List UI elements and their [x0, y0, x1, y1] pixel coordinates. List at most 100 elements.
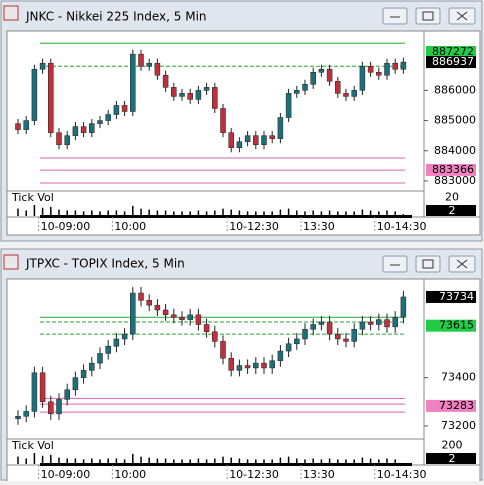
candle-body	[351, 329, 357, 342]
candle-body	[212, 87, 218, 109]
candle-body	[302, 84, 308, 91]
candle-body	[31, 68, 38, 121]
candle-body	[392, 62, 398, 70]
y-tick-label: 886000	[434, 83, 476, 96]
candle-body	[326, 321, 333, 335]
candle-body	[48, 62, 54, 133]
candle-body	[310, 72, 316, 85]
price-label: 887272	[432, 45, 474, 58]
candle-body	[154, 62, 161, 76]
candle-body	[113, 105, 120, 115]
candle-body	[105, 345, 111, 354]
candle-body	[89, 362, 95, 371]
button-glyphs	[390, 11, 468, 21]
candle-body	[179, 93, 185, 97]
y-tick-label: 73200	[441, 419, 476, 432]
candle-body	[400, 61, 407, 70]
candle-body	[162, 309, 169, 316]
x-tick-label: 10:00	[114, 220, 146, 233]
volume-last-box	[426, 453, 476, 464]
candle-body	[146, 300, 152, 306]
candle-body	[105, 114, 111, 121]
candle-body	[285, 343, 292, 352]
button-glyphs	[390, 259, 468, 269]
y-tick-label: 885000	[434, 114, 476, 127]
candle-body	[244, 365, 251, 369]
x-tick-label: 10-09:00	[41, 220, 91, 233]
volume-last-label: 2	[449, 452, 456, 465]
window-icon	[3, 5, 19, 21]
candle-body	[138, 53, 144, 67]
candle-body	[97, 353, 103, 364]
volume-baseline	[40, 215, 412, 218]
candle-body	[277, 117, 284, 139]
volume-tick-label: 20	[445, 191, 459, 204]
candle-body	[335, 333, 341, 340]
volume-baseline	[40, 463, 412, 466]
candle-body	[56, 132, 62, 145]
maximize-button[interactable]	[415, 255, 441, 273]
candle-body	[15, 123, 21, 130]
candle-body	[121, 333, 128, 340]
candle-body	[261, 362, 267, 369]
candle-body	[154, 304, 161, 311]
x-tick-label: 10-12:30	[229, 220, 279, 233]
x-tick-label: 13:30	[303, 220, 335, 233]
candle-body	[64, 135, 70, 145]
window-title: JNKC - Nikkei 225 Index, 5 Min	[25, 10, 207, 24]
candle-body	[318, 68, 325, 73]
candle-body	[113, 338, 120, 347]
candle-body	[359, 321, 366, 330]
candle-body	[80, 370, 87, 378]
candle-body	[138, 292, 144, 301]
chart-window: JTPXC - TOPIX Index, 5 Min 73200 73400 10-…	[0, 248, 483, 484]
candle-body	[31, 372, 38, 412]
candle-body	[318, 321, 325, 325]
maximize-button[interactable]	[415, 7, 441, 25]
candle-body	[269, 135, 275, 139]
candle-body	[343, 338, 349, 342]
candle-body	[326, 68, 333, 82]
x-tick-label: 10-14:30	[377, 220, 427, 233]
candle-body	[244, 135, 251, 142]
minimize-button[interactable]	[382, 255, 408, 273]
candle-body	[56, 399, 62, 415]
volume-label: Tick Vol	[11, 191, 54, 204]
candle-body	[187, 314, 193, 320]
candle-body	[195, 90, 202, 100]
candle-body	[23, 120, 29, 130]
candle-body	[367, 65, 374, 73]
candle-body	[97, 120, 103, 124]
price-label-box	[426, 319, 476, 332]
candle-body	[236, 141, 243, 148]
candle-body	[302, 329, 308, 340]
candle-body	[294, 338, 300, 345]
price-label-box	[426, 56, 476, 69]
candle-body	[48, 401, 54, 415]
candle-body	[400, 296, 407, 318]
minimize-button[interactable]	[382, 7, 408, 25]
volume-label: Tick Vol	[11, 439, 54, 452]
candle-body	[236, 365, 243, 371]
candle-body	[72, 126, 79, 136]
candle-body	[384, 319, 390, 328]
candle-body	[121, 105, 128, 112]
window-title: JTPXC - TOPIX Index, 5 Min	[25, 257, 185, 271]
candle-body	[351, 90, 357, 97]
volume-last-box	[426, 205, 476, 216]
price-label: 886937	[432, 55, 474, 68]
y-tick-label: 883000	[434, 174, 476, 187]
x-tick-label: 10-12:30	[229, 468, 279, 481]
candle-body	[89, 123, 95, 133]
price-label-box	[426, 45, 476, 58]
candle-body	[359, 65, 366, 91]
candle-body	[285, 93, 292, 118]
candle-body	[72, 377, 79, 390]
y-tick-label: 884000	[434, 144, 476, 157]
plot-area	[6, 278, 425, 466]
candle-body	[294, 90, 300, 94]
candle-body	[220, 341, 226, 359]
x-tick-label: 10:00	[114, 468, 146, 481]
candle-body	[277, 350, 284, 361]
